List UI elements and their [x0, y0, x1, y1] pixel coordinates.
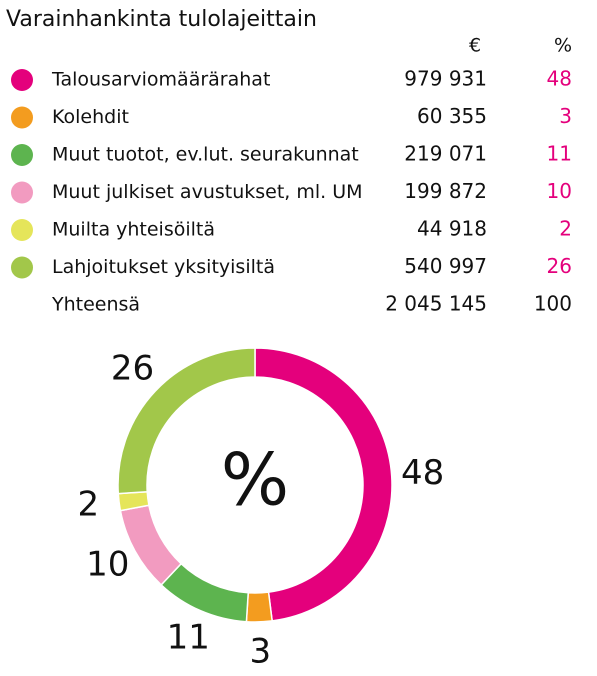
donut-segment	[160, 562, 250, 623]
donut-segment	[119, 504, 183, 586]
row-percent: 11	[547, 142, 572, 166]
donut-segment	[245, 591, 274, 623]
total-amount: 2 045 145	[385, 292, 487, 316]
row-amount: 199 872	[404, 179, 487, 203]
column-header: %	[554, 35, 572, 57]
row-percent: 3	[559, 104, 572, 128]
row-label: Lahjoitukset yksityisiltä	[52, 256, 275, 278]
row-amount: 60 355	[417, 104, 487, 128]
row-percent: 48	[547, 67, 572, 91]
row-percent: 2	[559, 217, 572, 241]
donut-label: 26	[111, 348, 154, 388]
row-percent: 10	[547, 179, 572, 203]
row-label: Muut tuotot, ev.lut. seurakunnat	[52, 144, 359, 166]
donut-label: 3	[249, 631, 271, 671]
row-amount: 979 931	[404, 67, 487, 91]
legend-dot	[11, 106, 33, 129]
legend-dot	[11, 144, 33, 166]
legend-dot	[11, 256, 33, 279]
center-label: %	[221, 438, 289, 522]
row-amount: 44 918	[417, 217, 487, 241]
donut-segment	[117, 347, 256, 495]
column-header: €	[469, 35, 481, 57]
row-label: Talousarviomäärärahat	[51, 69, 270, 91]
row-amount: 540 997	[404, 254, 487, 278]
donut-label: 48	[401, 453, 444, 493]
donut-segment	[254, 347, 393, 622]
row-label: Muut julkiset avustukset, ml. UM	[52, 181, 363, 203]
row-amount: 219 071	[404, 142, 487, 166]
title: Varainhankinta tulolajeittain	[6, 7, 317, 32]
row-label: Muilta yhteisöiltä	[52, 219, 215, 241]
donut-label: 11	[167, 618, 210, 658]
legend-dot	[11, 219, 33, 241]
legend-dot	[11, 69, 33, 91]
legend-dot	[11, 181, 33, 204]
total-percent: 100	[534, 292, 572, 316]
total-label: Yhteensä	[51, 294, 140, 316]
donut-label: 10	[86, 544, 129, 584]
row-label: Kolehdit	[52, 106, 129, 128]
donut-label: 2	[78, 485, 100, 525]
row-percent: 26	[547, 254, 572, 278]
